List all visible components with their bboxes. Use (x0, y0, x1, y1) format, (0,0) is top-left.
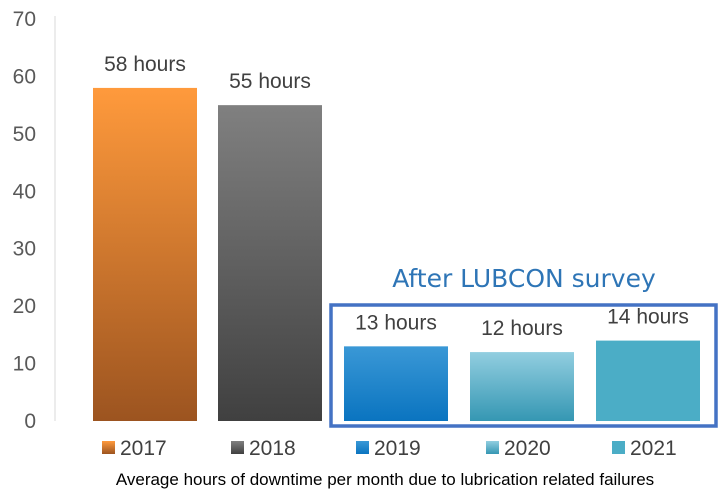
legend-label-2017: 2017 (120, 437, 167, 460)
data-label-2017: 58 hours (104, 53, 186, 76)
y-axis: 0 10 20 30 40 50 60 70 (13, 8, 56, 433)
legend-swatch-2018 (231, 441, 244, 454)
y-tick-label: 30 (13, 238, 36, 261)
legend-label-2018: 2018 (249, 437, 296, 460)
bar-2018 (218, 105, 322, 422)
annotation-group: After LUBCON survey (329, 264, 718, 428)
y-tick-label: 10 (13, 353, 36, 376)
bars (93, 87, 700, 422)
legend-label-2021: 2021 (630, 437, 677, 460)
legend-swatch-2017 (102, 441, 115, 454)
legend-label-2020: 2020 (504, 437, 551, 460)
y-tick-label: 0 (24, 410, 36, 433)
y-tick-label: 70 (13, 8, 36, 31)
data-labels: 58 hours 55 hours 13 hours 12 hours 14 hours (104, 53, 689, 340)
legend-swatch-2021 (612, 441, 625, 454)
bar-2017 (93, 87, 197, 422)
annotation-box (329, 303, 718, 428)
data-label-2019: 13 hours (355, 311, 437, 334)
data-label-2021: 14 hours (607, 306, 689, 329)
y-tick-label: 60 (13, 65, 36, 88)
y-tick-label: 40 (13, 180, 36, 203)
bar-2020 (470, 352, 574, 421)
bar-2021 (596, 340, 700, 421)
x-axis-label: Average hours of downtime per month due … (116, 470, 654, 489)
y-tick-label: 50 (13, 123, 36, 146)
bar-2019 (344, 346, 448, 421)
data-label-2018: 55 hours (229, 70, 311, 93)
data-label-2020: 12 hours (481, 317, 563, 340)
legend-label-2019: 2019 (374, 437, 421, 460)
legend: 2017 2018 2019 2020 2021 (102, 437, 677, 460)
annotation-text: After LUBCON survey (392, 264, 656, 293)
legend-swatch-2019 (356, 441, 369, 454)
legend-swatch-2020 (486, 441, 499, 454)
y-tick-label: 20 (13, 295, 36, 318)
